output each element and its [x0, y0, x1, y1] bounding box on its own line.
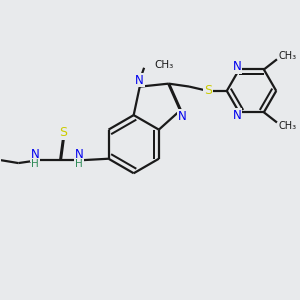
- Text: N: N: [232, 109, 241, 122]
- Text: H: H: [75, 159, 83, 169]
- Text: N: N: [178, 110, 186, 123]
- Text: N: N: [232, 60, 241, 73]
- Text: CH₃: CH₃: [278, 51, 296, 61]
- Text: N: N: [31, 148, 40, 161]
- Text: N: N: [74, 148, 83, 161]
- Text: CH₃: CH₃: [278, 121, 296, 131]
- Text: S: S: [59, 126, 68, 139]
- Text: N: N: [135, 74, 144, 87]
- Text: CH₃: CH₃: [154, 60, 173, 70]
- Text: H: H: [32, 159, 39, 169]
- Text: S: S: [204, 84, 212, 98]
